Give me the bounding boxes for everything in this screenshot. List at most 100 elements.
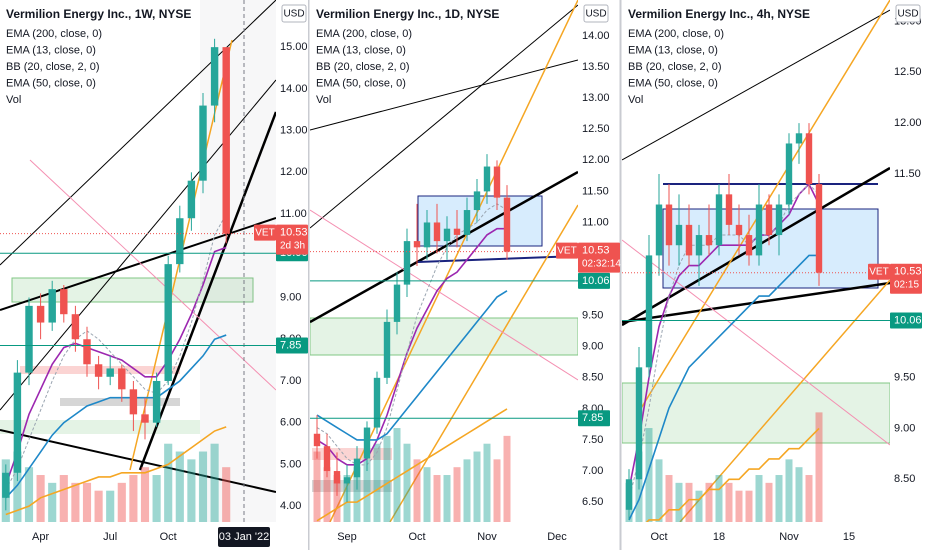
ema-line [628, 182, 820, 490]
candle-body [403, 241, 411, 285]
trend-line [310, 4, 578, 229]
trend-line [310, 59, 578, 131]
volume-bar [198, 451, 208, 522]
volume-bar [453, 467, 461, 522]
volume-bar [423, 467, 431, 522]
y-tick-label: 12.00 [280, 166, 308, 178]
volume-bar [715, 475, 723, 522]
legend-entry: Vol [628, 94, 643, 106]
bollinger-basis [5, 213, 227, 490]
volume-bar [755, 475, 763, 522]
candle-body [199, 105, 207, 181]
symbol-label: VET [255, 227, 274, 238]
volume-bar [503, 435, 511, 522]
legend-entry: Vol [316, 94, 331, 106]
y-tick-label: 12.00 [894, 117, 922, 129]
candle-body [60, 289, 68, 315]
candle-body [443, 228, 451, 242]
x-tick-label: Apr [32, 531, 49, 543]
volume-bar [473, 451, 481, 522]
time-axis [622, 522, 890, 550]
candle-body [785, 143, 793, 205]
candle-body [423, 222, 431, 248]
volume-bar [433, 475, 441, 522]
y-tick-label: 11.50 [894, 168, 921, 180]
ema-line [316, 290, 508, 441]
bollinger-basis [628, 183, 820, 500]
candle-body [675, 224, 683, 246]
volume-bar [443, 475, 451, 522]
chart-title: Vermilion Energy Inc., 1D, NYSE [316, 7, 499, 21]
currency-label: USD [585, 9, 606, 20]
cursor-label: 03 Jan '22 [219, 531, 269, 543]
x-tick-label: 15 [843, 531, 855, 543]
plot [310, 154, 578, 522]
volume-bar [82, 482, 92, 522]
trend-line [622, 239, 890, 446]
candle-body [187, 180, 196, 219]
volume-bar [413, 459, 421, 522]
volume-bar [393, 428, 401, 522]
candle-body [94, 364, 103, 377]
legend-entry: EMA (50, close, 0) [6, 77, 96, 89]
candle-body [176, 218, 184, 265]
trend-line [0, 429, 276, 493]
candle-body [625, 479, 633, 510]
candle-body [353, 458, 361, 478]
x-tick-label: Oct [408, 531, 425, 543]
ema-line [316, 227, 507, 466]
volume-bar [175, 451, 184, 522]
level-label-bg [578, 410, 610, 427]
trend-line [138, 111, 276, 471]
candle-body [795, 133, 803, 144]
plot [0, 38, 276, 522]
volume-bar [323, 467, 331, 522]
cursor-label-bg [218, 527, 270, 547]
volume-bar [106, 490, 115, 522]
volume-bar [805, 475, 813, 522]
candle-body [413, 241, 421, 248]
volume-bar [363, 459, 371, 522]
y-tick-label: 9.50 [894, 371, 915, 383]
candle-body [463, 210, 471, 235]
y-tick-label: 8.50 [894, 473, 915, 485]
volume-bar [765, 482, 773, 522]
legend-entry: EMA (13, close, 0) [316, 44, 406, 56]
legend-entry: EMA (50, close, 0) [316, 77, 406, 89]
level-label-bg [890, 312, 922, 329]
currency-box [281, 4, 307, 23]
price-label-bg [578, 242, 620, 273]
x-tick-label: Jul [103, 531, 117, 543]
y-tick-label: 13.00 [280, 125, 308, 137]
candle-body [13, 372, 22, 473]
volume-bar [48, 482, 57, 522]
candle-body [141, 414, 149, 423]
ema-line [5, 334, 227, 499]
legend-entry: EMA (50, close, 0) [628, 77, 718, 89]
candle-body [343, 477, 351, 484]
volume-bar [483, 443, 491, 522]
chart-title: Vermilion Energy Inc., 1W, NYSE [6, 7, 191, 21]
level-label-bg [578, 272, 610, 289]
trend-line [0, 0, 276, 266]
volume-bar [403, 443, 411, 522]
volume-bar [210, 443, 219, 522]
currency-box [895, 4, 921, 23]
y-tick-label: 7.00 [280, 375, 301, 387]
volume-bar [735, 490, 743, 522]
trend-line [622, 9, 890, 161]
candle-body [25, 305, 33, 373]
volume-bar [675, 482, 683, 522]
volume-bar [815, 412, 823, 522]
y-tick-label: 7.00 [582, 465, 603, 477]
x-tick-label: 18 [713, 531, 725, 543]
volume-bar [13, 451, 22, 522]
volume-bar [71, 482, 80, 522]
trend-line [310, 209, 578, 381]
legend-entry: BB (20, close, 2, 0) [316, 61, 410, 73]
volume-bar [59, 475, 68, 522]
zone [60, 398, 180, 406]
level-label: 10.06 [582, 275, 610, 287]
trend-line [329, 0, 578, 522]
